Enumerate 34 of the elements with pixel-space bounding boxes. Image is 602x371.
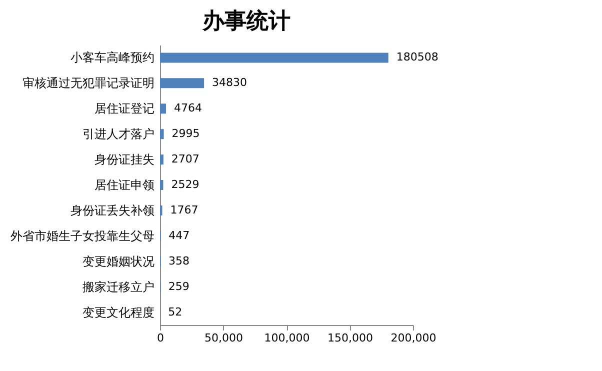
- y-tick-label: 引进人才落户: [82, 127, 154, 142]
- data-label: 52: [168, 305, 182, 318]
- bar: [160, 52, 388, 63]
- y-tick-label: 居住证申领: [94, 178, 154, 192]
- x-tick-label: 150,000: [328, 332, 373, 344]
- x-tick-label: 50,000: [204, 332, 243, 344]
- y-tick-label: 审核通过无犯罪记录证明: [22, 76, 154, 90]
- y-tick-label: 搬家迁移立户: [82, 280, 154, 294]
- bar: [160, 180, 164, 190]
- y-tick-label: 外省市婚生子女投靠生父母: [10, 228, 154, 243]
- bar: [160, 78, 204, 88]
- x-tick-label: 100,000: [264, 332, 310, 344]
- data-label: 2707: [171, 152, 200, 166]
- data-label: 259: [168, 280, 190, 293]
- y-tick-label: 居住证登记: [94, 102, 154, 116]
- bar: [160, 154, 164, 165]
- x-tick-label: 200,000: [390, 332, 436, 344]
- data-label: 1767: [170, 203, 198, 216]
- bar: [160, 104, 166, 114]
- data-label: 34830: [212, 76, 248, 90]
- x-tick-label: 0: [157, 332, 164, 344]
- y-tick-label: 身份证挂失: [94, 152, 154, 167]
- data-label: 447: [168, 228, 190, 242]
- chart-title: 办事统计: [202, 8, 290, 34]
- y-tick-label: 变更婚姻状况: [82, 254, 154, 268]
- y-tick-label: 身份证丢失补领: [70, 203, 154, 218]
- data-label: 4764: [174, 102, 202, 115]
- data-label: 2995: [172, 127, 200, 140]
- data-label: 358: [168, 254, 190, 268]
- bar: [160, 129, 164, 140]
- y-tick-label: 变更文化程度: [82, 305, 154, 320]
- data-label: 2529: [171, 178, 200, 191]
- data-label: 180508: [396, 50, 438, 64]
- y-tick-label: 小客车高峰预约: [70, 50, 154, 65]
